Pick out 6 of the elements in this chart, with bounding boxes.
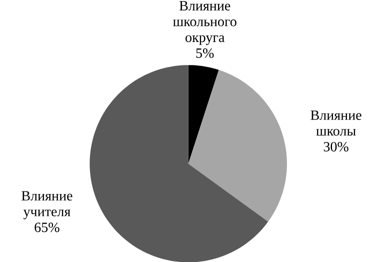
data-label: 5%: [196, 48, 214, 58]
slice-label: Влияние учителя: [22, 191, 72, 220]
slice-label: Влияние школьного округа: [173, 1, 236, 45]
data-label: 65%: [34, 222, 60, 232]
slice-label: Влияние школы: [310, 110, 362, 136]
data-label: 30%: [324, 142, 348, 152]
